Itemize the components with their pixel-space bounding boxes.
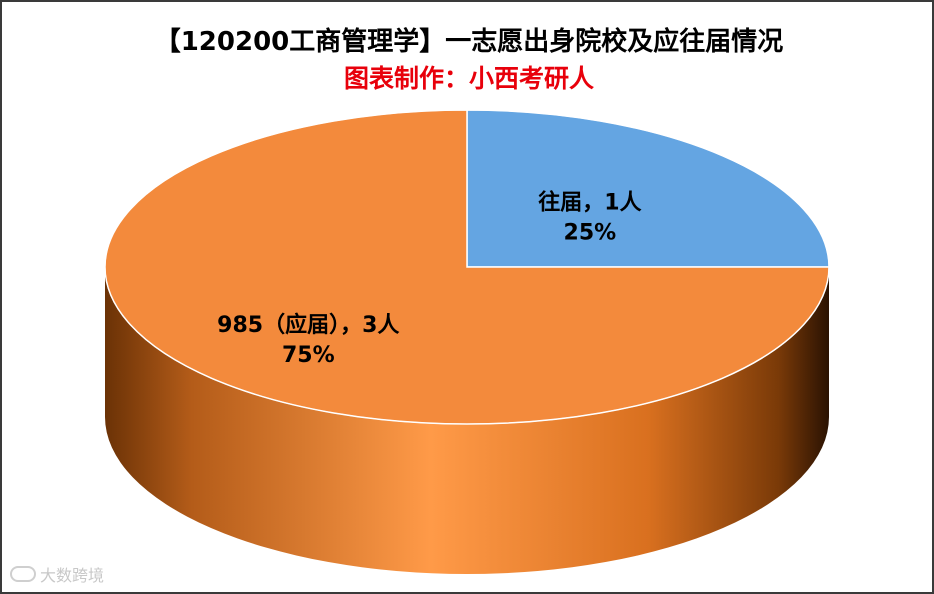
pie-top-rim: [104, 109, 830, 425]
slice-label-1: 985（应届），3人: [217, 312, 399, 338]
slice-label-0: 往届，1人: [538, 190, 641, 216]
chart-title: 【120200工商管理学】一志愿出身院校及应往届情况: [154, 27, 784, 57]
pie-side-wall: [105, 267, 829, 574]
watermark-logo-icon: [10, 566, 36, 582]
pie-label-layer: 往届，1人 25% 985（应届），3人 75%: [217, 190, 641, 368]
watermark-text: 大数跨境: [40, 566, 105, 585]
pie-top-layer: [104, 109, 830, 425]
chart-subtitle: 图表制作：小西考研人: [343, 64, 594, 93]
pie-slice-0: [466, 109, 830, 268]
slice-percent-0: 25%: [564, 221, 617, 246]
slice-percent-1: 75%: [282, 343, 335, 368]
watermark: 大数跨境: [10, 562, 104, 586]
pie-side-layer: [105, 267, 829, 574]
